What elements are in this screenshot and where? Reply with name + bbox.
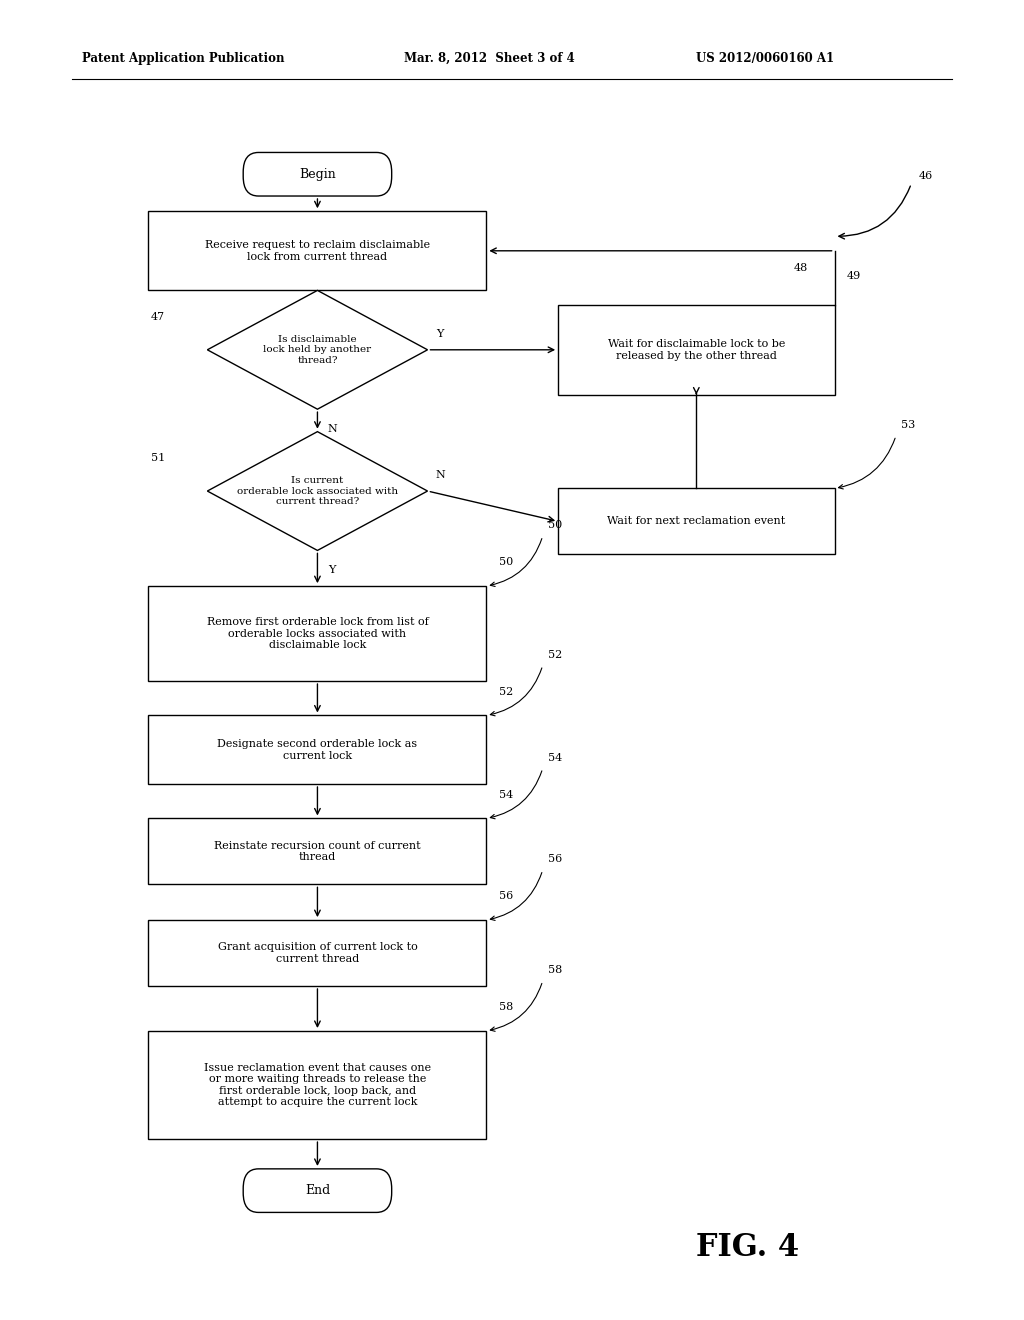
FancyBboxPatch shape (148, 211, 486, 290)
FancyBboxPatch shape (148, 715, 486, 784)
Text: 47: 47 (152, 312, 165, 322)
Text: 58: 58 (499, 1002, 513, 1012)
Text: 51: 51 (152, 453, 165, 463)
FancyBboxPatch shape (558, 305, 835, 395)
Text: 52: 52 (548, 649, 562, 660)
Text: Is disclaimable
lock held by another
thread?: Is disclaimable lock held by another thr… (263, 335, 372, 364)
Text: Wait for next reclamation event: Wait for next reclamation event (607, 516, 785, 527)
FancyBboxPatch shape (244, 152, 391, 195)
Text: Y: Y (436, 329, 443, 339)
Text: 48: 48 (794, 263, 808, 273)
Polygon shape (207, 290, 428, 409)
Text: 54: 54 (499, 789, 513, 800)
Text: Receive request to reclaim disclaimable
lock from current thread: Receive request to reclaim disclaimable … (205, 240, 430, 261)
Text: Designate second orderable lock as
current lock: Designate second orderable lock as curre… (217, 739, 418, 760)
Text: End: End (305, 1184, 330, 1197)
Text: N: N (436, 470, 445, 480)
Text: Grant acquisition of current lock to
current thread: Grant acquisition of current lock to cur… (217, 942, 418, 964)
Text: Begin: Begin (299, 168, 336, 181)
FancyBboxPatch shape (148, 1031, 486, 1139)
Text: FIG. 4: FIG. 4 (696, 1232, 799, 1263)
FancyBboxPatch shape (148, 586, 486, 681)
Text: 49: 49 (847, 271, 861, 281)
Text: 46: 46 (919, 170, 933, 181)
Text: Is current
orderable lock associated with
current thread?: Is current orderable lock associated wit… (237, 477, 398, 506)
Polygon shape (207, 432, 428, 550)
Text: 53: 53 (901, 420, 915, 430)
Text: 56: 56 (548, 854, 562, 865)
Text: 52: 52 (499, 686, 513, 697)
Text: Remove first orderable lock from list of
orderable locks associated with
disclai: Remove first orderable lock from list of… (207, 616, 428, 651)
Text: Reinstate recursion count of current
thread: Reinstate recursion count of current thr… (214, 841, 421, 862)
Text: 50: 50 (499, 557, 513, 568)
FancyBboxPatch shape (148, 818, 486, 884)
Text: Issue reclamation event that causes one
or more waiting threads to release the
f: Issue reclamation event that causes one … (204, 1063, 431, 1107)
Text: Mar. 8, 2012  Sheet 3 of 4: Mar. 8, 2012 Sheet 3 of 4 (404, 51, 575, 65)
FancyBboxPatch shape (558, 488, 835, 554)
Text: US 2012/0060160 A1: US 2012/0060160 A1 (696, 51, 835, 65)
FancyBboxPatch shape (244, 1170, 391, 1212)
FancyBboxPatch shape (148, 920, 486, 986)
Text: 54: 54 (548, 752, 562, 763)
Text: 50: 50 (548, 520, 562, 531)
Text: N: N (328, 424, 338, 434)
Text: Wait for disclaimable lock to be
released by the other thread: Wait for disclaimable lock to be release… (607, 339, 785, 360)
Text: Patent Application Publication: Patent Application Publication (82, 51, 285, 65)
Text: 58: 58 (548, 965, 562, 975)
Text: 56: 56 (499, 891, 513, 902)
Text: Y: Y (328, 565, 335, 576)
